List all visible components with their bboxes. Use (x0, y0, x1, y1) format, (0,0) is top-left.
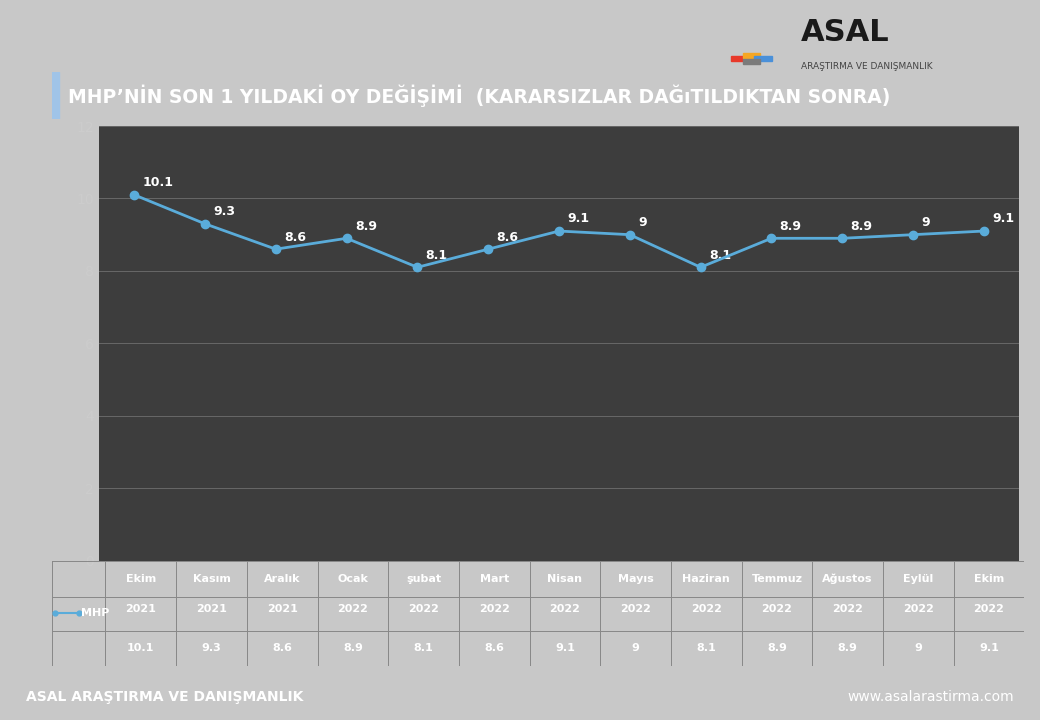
Text: MHP’NİN SON 1 YILDAKİ OY DEĞİŞİMİ  (KARARSIZLAR DAĞıTILDIKTAN SONRA): MHP’NİN SON 1 YILDAKİ OY DEĞİŞİMİ (KARAR… (69, 84, 891, 107)
Text: 9: 9 (631, 643, 640, 653)
Text: ASAL ARAŞTIRMA VE DANIŞMANLIK: ASAL ARAŞTIRMA VE DANIŞMANLIK (26, 690, 304, 703)
Text: 8.1: 8.1 (425, 248, 448, 262)
Text: 9.1: 9.1 (979, 643, 999, 653)
Text: 8.1: 8.1 (414, 643, 434, 653)
Text: 2022: 2022 (903, 604, 934, 614)
Text: 8.9: 8.9 (343, 643, 363, 653)
Text: 8.9: 8.9 (768, 643, 787, 653)
Text: 2022: 2022 (973, 604, 1005, 614)
Text: Ekim: Ekim (126, 574, 156, 584)
Text: 2021: 2021 (266, 604, 297, 614)
Text: Ocak: Ocak (337, 574, 368, 584)
Text: 2022: 2022 (408, 604, 439, 614)
Bar (743, 53, 760, 58)
Text: 8.9: 8.9 (838, 643, 858, 653)
Text: 9.1: 9.1 (992, 212, 1014, 225)
Text: Nisan: Nisan (547, 574, 582, 584)
Text: Haziran: Haziran (682, 574, 730, 584)
Text: 8.1: 8.1 (709, 248, 731, 262)
Text: www.asalarastirma.com: www.asalarastirma.com (848, 690, 1014, 703)
Text: 2022: 2022 (691, 604, 722, 614)
Text: Kasım: Kasım (192, 574, 231, 584)
Text: 2022: 2022 (761, 604, 792, 614)
Text: Temmuz: Temmuz (752, 574, 803, 584)
Text: Mart: Mart (479, 574, 509, 584)
Text: 2022: 2022 (549, 604, 580, 614)
Text: 9.1: 9.1 (555, 643, 575, 653)
Text: 8.1: 8.1 (697, 643, 717, 653)
Text: 2022: 2022 (832, 604, 863, 614)
Text: MHP: MHP (81, 608, 110, 618)
Text: 2021: 2021 (126, 604, 156, 614)
Text: şubat: şubat (406, 574, 441, 584)
Text: Aralık: Aralık (264, 574, 301, 584)
Text: ARAŞTIRMA VE DANIŞMANLIK: ARAŞTIRMA VE DANIŞMANLIK (801, 62, 933, 71)
Bar (743, 60, 760, 64)
Text: 9.3: 9.3 (213, 205, 235, 218)
Text: 9.3: 9.3 (202, 643, 222, 653)
Text: Ağustos: Ağustos (823, 573, 873, 584)
Text: 2022: 2022 (478, 604, 510, 614)
Bar (731, 56, 749, 61)
Text: 10.1: 10.1 (127, 643, 155, 653)
Text: Eylül: Eylül (904, 574, 934, 584)
Text: 9: 9 (639, 216, 647, 229)
Text: 9: 9 (921, 216, 930, 229)
Text: 8.9: 8.9 (355, 220, 376, 233)
Text: 8.6: 8.6 (272, 643, 292, 653)
Text: 8.9: 8.9 (851, 220, 873, 233)
Text: ASAL: ASAL (801, 18, 889, 47)
Text: 8.9: 8.9 (780, 220, 802, 233)
Text: 9: 9 (914, 643, 922, 653)
Text: 2022: 2022 (620, 604, 651, 614)
Text: 2022: 2022 (337, 604, 368, 614)
Text: 8.6: 8.6 (284, 230, 306, 243)
Text: 10.1: 10.1 (142, 176, 174, 189)
Bar (754, 56, 772, 61)
Text: Mayıs: Mayıs (618, 574, 653, 584)
Text: Ekim: Ekim (973, 574, 1005, 584)
Text: 8.6: 8.6 (485, 643, 504, 653)
Bar (52, 72, 59, 119)
Text: 8.6: 8.6 (496, 230, 519, 243)
Text: 2021: 2021 (197, 604, 227, 614)
Text: 9.1: 9.1 (568, 212, 590, 225)
